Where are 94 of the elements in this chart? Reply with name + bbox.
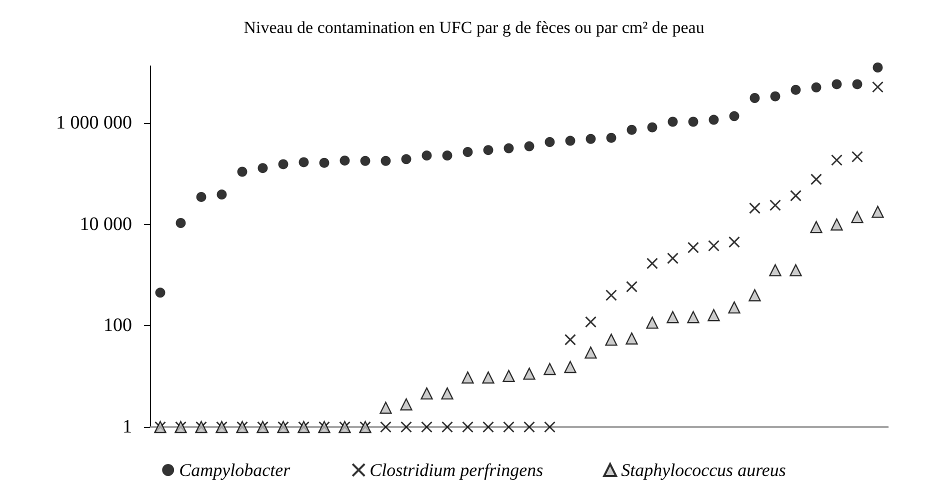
point (462, 421, 474, 433)
point (360, 156, 370, 166)
legend-label: Clostridium perfringens (370, 460, 544, 480)
point (564, 360, 576, 374)
legend-label: Staphylococcus aureus (621, 460, 786, 480)
point (668, 116, 678, 127)
point (196, 192, 206, 202)
point (237, 166, 248, 177)
point (770, 91, 780, 102)
point (626, 332, 638, 345)
point (831, 154, 842, 166)
point (852, 79, 862, 90)
point (688, 242, 699, 254)
point (442, 150, 452, 161)
point (544, 137, 555, 148)
y-tick-label: 10 000 (80, 214, 132, 235)
point (462, 147, 473, 158)
point (258, 163, 268, 174)
point (340, 156, 350, 166)
point (483, 145, 494, 156)
point (708, 240, 720, 252)
point (606, 290, 617, 302)
point (441, 387, 454, 400)
point (606, 132, 616, 143)
point (400, 421, 412, 433)
point (708, 114, 719, 125)
y-tick-label: 1 000 000 (56, 112, 132, 134)
point (646, 316, 658, 329)
point (462, 371, 474, 384)
point (401, 154, 412, 164)
point (626, 124, 637, 135)
point (421, 421, 432, 433)
point (872, 81, 884, 93)
point (298, 157, 309, 168)
point (667, 252, 678, 264)
point (400, 398, 412, 410)
point (585, 316, 596, 328)
point (750, 93, 760, 103)
point (523, 368, 536, 380)
point (708, 309, 720, 322)
point (524, 141, 534, 152)
point (544, 421, 556, 433)
point (565, 136, 576, 146)
point (155, 288, 166, 298)
point (688, 116, 698, 127)
point (851, 210, 864, 224)
point (380, 402, 392, 414)
point (687, 311, 700, 324)
point (586, 134, 596, 144)
y-tick-label: 100 (104, 315, 132, 336)
chart-title: Niveau de contamination en UFC par g de fèces ou par cm² de peau (244, 18, 705, 37)
point (503, 421, 514, 433)
point (790, 264, 802, 276)
point (770, 199, 781, 211)
point (176, 218, 186, 228)
point (748, 289, 761, 302)
point (872, 206, 884, 218)
point (729, 111, 740, 122)
point (380, 421, 392, 433)
point (790, 190, 802, 202)
point (749, 202, 760, 214)
point (442, 421, 453, 433)
point (646, 258, 658, 270)
point (524, 421, 535, 433)
point (728, 301, 740, 314)
point (544, 362, 556, 376)
point (872, 62, 883, 73)
point (832, 79, 842, 90)
point (852, 150, 863, 162)
point (769, 264, 782, 276)
point (564, 334, 576, 346)
point (502, 370, 515, 382)
point (216, 190, 227, 200)
point (422, 150, 432, 161)
point (319, 158, 330, 168)
point (810, 220, 822, 234)
point (728, 236, 740, 248)
point (420, 387, 433, 400)
point (666, 311, 679, 324)
point (278, 159, 288, 170)
point (810, 174, 822, 186)
point (811, 82, 822, 92)
point (830, 218, 843, 231)
legend-label: Campylobacter (179, 460, 292, 480)
point (790, 84, 801, 95)
point (626, 280, 638, 292)
point (482, 421, 494, 433)
point (482, 371, 494, 384)
y-tick-label: 1 (122, 416, 132, 438)
point (605, 334, 618, 346)
point (647, 122, 658, 132)
point (504, 143, 514, 154)
point (584, 346, 597, 359)
point (380, 156, 391, 166)
